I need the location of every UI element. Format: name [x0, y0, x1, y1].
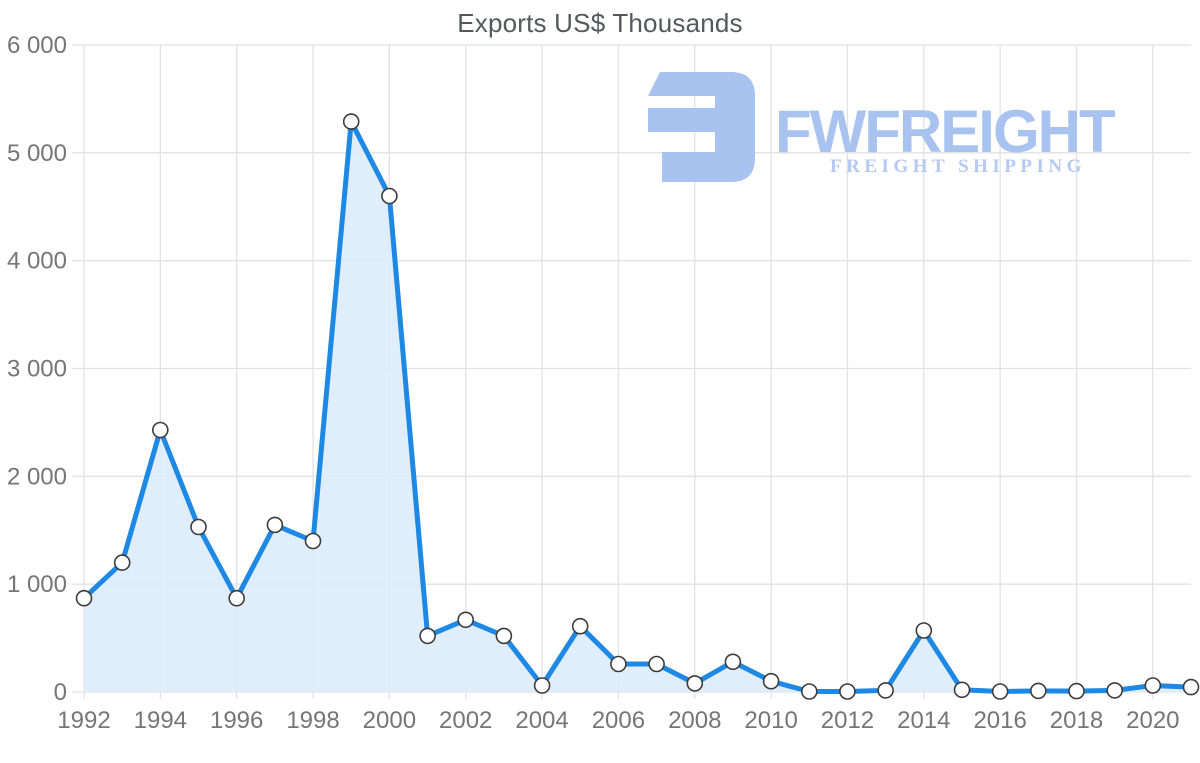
- x-tick-label: 2014: [897, 707, 950, 734]
- x-tick-label: 2016: [973, 707, 1026, 734]
- x-tick-label: 1998: [286, 707, 339, 734]
- data-point[interactable]: [266, 516, 284, 534]
- data-point[interactable]: [571, 617, 589, 635]
- data-point[interactable]: [381, 187, 398, 205]
- logo-tagline: FREIGHT SHIPPING: [830, 156, 1086, 177]
- x-tick-label: 2000: [363, 707, 416, 734]
- fwfreight-logo: FWFREIGHT FREIGHT SHIPPING: [648, 72, 1117, 182]
- data-point[interactable]: [724, 653, 742, 671]
- x-tick-label: 2004: [515, 707, 568, 734]
- x-tick-label: 2018: [1050, 707, 1103, 734]
- data-point[interactable]: [991, 683, 1009, 700]
- y-tick-label: 1 000: [7, 571, 67, 598]
- y-tick-label: 0: [54, 679, 67, 706]
- data-point[interactable]: [228, 589, 245, 607]
- data-point[interactable]: [304, 532, 322, 550]
- data-point[interactable]: [342, 113, 360, 130]
- data-point[interactable]: [1068, 682, 1085, 700]
- data-point[interactable]: [648, 655, 665, 673]
- data-point[interactable]: [1182, 678, 1200, 696]
- x-tick-label: 1994: [134, 707, 187, 734]
- data-point[interactable]: [800, 683, 818, 700]
- data-point[interactable]: [686, 675, 704, 692]
- data-point[interactable]: [953, 681, 971, 699]
- data-point[interactable]: [839, 683, 856, 700]
- y-tick-label: 5 000: [7, 140, 67, 167]
- data-point[interactable]: [75, 589, 93, 607]
- data-point[interactable]: [495, 627, 513, 645]
- data-point[interactable]: [915, 622, 933, 639]
- data-point[interactable]: [419, 627, 436, 645]
- logo-text: FWFREIGHT: [775, 98, 1115, 165]
- data-point[interactable]: [113, 554, 131, 571]
- y-tick-label: 3 000: [7, 356, 67, 383]
- x-tick-label: 2012: [821, 707, 874, 734]
- data-point[interactable]: [190, 518, 207, 536]
- data-point[interactable]: [610, 655, 627, 673]
- y-axis-labels: 0 1 000 2 000 3 000 4 000 5 000 6 000: [7, 32, 67, 706]
- x-tick-label: 2006: [592, 707, 645, 734]
- data-point[interactable]: [152, 421, 169, 439]
- x-tick-label: 2008: [668, 707, 721, 734]
- chart-title: Exports US$ Thousands: [457, 8, 743, 38]
- data-points: [75, 113, 1200, 700]
- y-tick-label: 4 000: [7, 248, 67, 275]
- data-point[interactable]: [762, 672, 780, 690]
- x-axis-labels: 1992 1994 1996 1998 2000 2002 2004 2006 2008 2010…: [57, 707, 1179, 734]
- data-point[interactable]: [877, 682, 894, 699]
- x-tick-label: 1992: [57, 707, 110, 734]
- x-tick-label: 2002: [439, 707, 492, 734]
- data-point[interactable]: [533, 677, 551, 694]
- data-point[interactable]: [1144, 677, 1162, 694]
- y-tick-label: 2 000: [7, 463, 67, 490]
- area-fill: [84, 121, 1191, 693]
- x-tick-label: 2010: [744, 707, 797, 734]
- data-point[interactable]: [1106, 682, 1123, 699]
- x-tick-label: 1996: [210, 707, 263, 734]
- y-tick-label: 6 000: [7, 32, 67, 59]
- fwfreight-logo-icon: [648, 72, 755, 182]
- data-point[interactable]: [457, 611, 475, 629]
- x-tick-label: 2020: [1126, 707, 1179, 734]
- data-point[interactable]: [1030, 682, 1047, 700]
